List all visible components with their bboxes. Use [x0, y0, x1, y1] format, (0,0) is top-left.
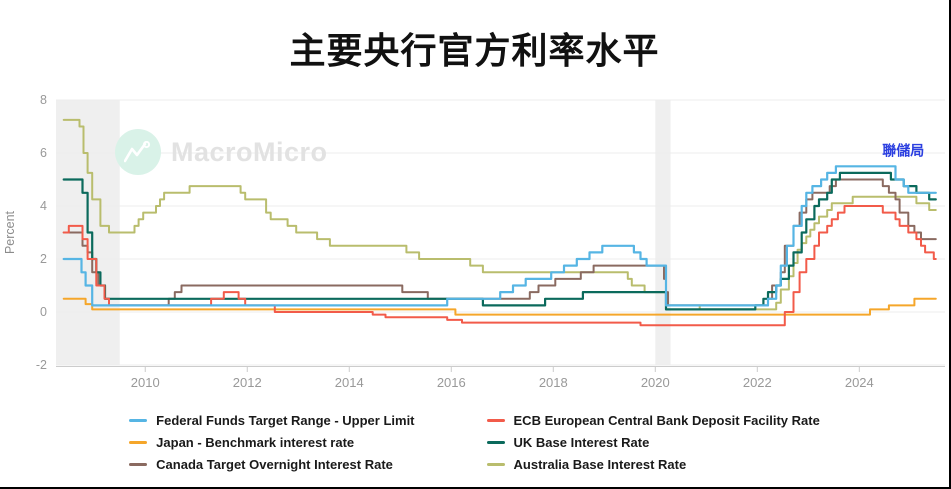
legend-item-japan[interactable]: Japan - Benchmark interest rate — [129, 432, 414, 452]
legend-label-canada: Canada Target Overnight Interest Rate — [156, 456, 393, 472]
legend-label-uk: UK Base Interest Rate — [513, 434, 650, 450]
y-axis-title: Percent — [3, 210, 17, 254]
series-lines — [62, 118, 937, 327]
legend-swatch-japan — [129, 440, 148, 444]
gridlines — [56, 99, 945, 366]
legend-label-fed: Federal Funds Target Range - Upper Limit — [156, 412, 415, 428]
legend-swatch-uk — [486, 440, 505, 444]
x-tick-label-2018: 2018 — [539, 375, 568, 390]
legend-label-ecb: ECB European Central Bank Deposit Facili… — [513, 412, 820, 428]
legend-swatch-ecb — [486, 418, 505, 422]
series-line-uk[interactable] — [62, 171, 937, 311]
x-tick-label-2010: 2010 — [131, 375, 160, 390]
series-line-japan[interactable] — [62, 297, 937, 316]
x-tick-label-2020: 2020 — [641, 375, 670, 390]
y-tick-label-4: 4 — [40, 199, 47, 213]
legend-swatch-australia — [486, 462, 505, 466]
legend-label-australia: Australia Base Interest Rate — [513, 456, 687, 472]
legend-item-uk[interactable]: UK Base Interest Rate — [486, 432, 820, 452]
y-tick-label-2: 2 — [40, 252, 47, 266]
y-tick-label--2: -2 — [36, 358, 47, 372]
legend-item-ecb[interactable]: ECB European Central Bank Deposit Facili… — [486, 410, 820, 430]
x-tick-label-2016: 2016 — [437, 375, 466, 390]
y-tick-label-8: 8 — [40, 93, 47, 107]
x-tick-label-2012: 2012 — [233, 375, 262, 390]
legend: Federal Funds Target Range - Upper Limit… — [0, 410, 949, 474]
series-line-ecb[interactable] — [62, 205, 937, 327]
x-tick-label-2022: 2022 — [743, 375, 772, 390]
page-title: 主要央行官方利率水平 — [289, 30, 660, 71]
x-tick-label-2024: 2024 — [845, 375, 874, 390]
legend-swatch-canada — [129, 462, 148, 466]
legend-label-japan: Japan - Benchmark interest rate — [156, 434, 355, 450]
x-tick-label-2014: 2014 — [335, 375, 364, 390]
legend-item-canada[interactable]: Canada Target Overnight Interest Rate — [129, 454, 414, 474]
series-line-australia[interactable] — [62, 118, 937, 311]
series-line-fed[interactable] — [62, 165, 937, 307]
legend-swatch-fed — [129, 418, 148, 422]
y-tick-label-6: 6 — [40, 146, 47, 160]
fed-annotation-label: 聯儲局 — [882, 143, 924, 159]
y-axis: -2 0 2 4 6 8 Percent — [3, 93, 47, 372]
x-axis: 2010 2012 2014 2016 2018 2020 2022 2024 — [56, 366, 945, 390]
recession-bands — [56, 100, 671, 365]
legend-item-fed[interactable]: Federal Funds Target Range - Upper Limit — [129, 410, 415, 430]
legend-item-australia[interactable]: Australia Base Interest Rate — [486, 454, 820, 474]
y-tick-label-0: 0 — [40, 305, 47, 319]
